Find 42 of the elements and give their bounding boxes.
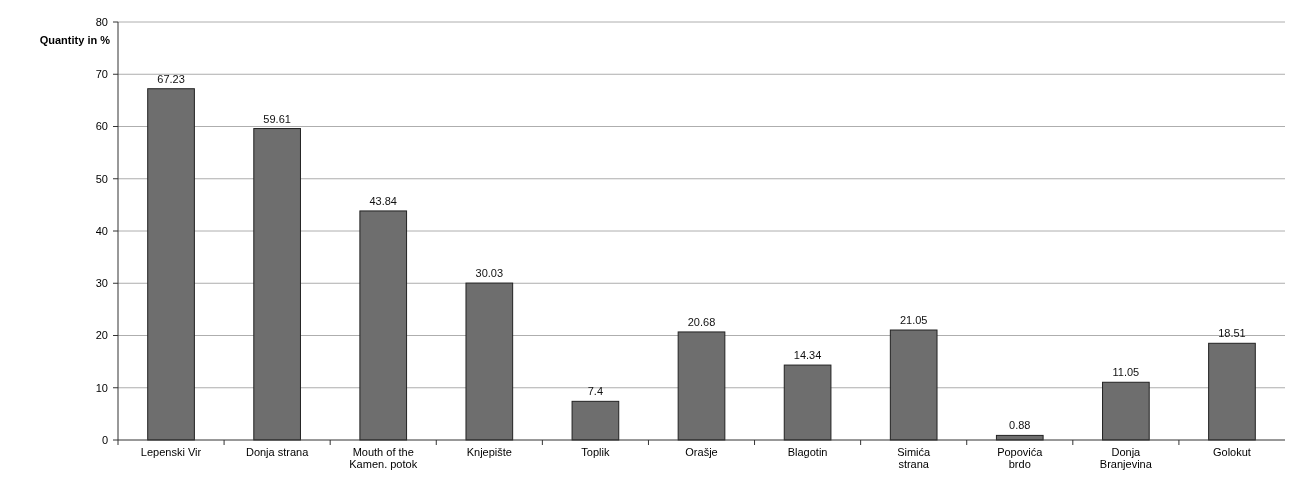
y-tick-label: 0 [101,433,108,446]
bar [677,331,726,441]
y-tick-label: 60 [95,120,108,133]
bar [889,329,938,441]
data-label: 21.05 [899,314,928,327]
data-label: 30.03 [475,267,504,280]
y-tick-label: 80 [95,15,108,28]
x-tick-label: Mouth of the Kamen. potok [349,446,418,470]
y-tick-label: 50 [95,172,108,185]
x-tick-label: Donja strana [245,446,310,458]
x-tick-label: Orašje [685,446,718,458]
y-tick-label: 10 [95,381,108,394]
data-label: 59.61 [263,112,291,125]
data-label: 0.88 [1009,419,1031,432]
data-label: 20.68 [687,315,716,328]
x-tick-label: Toplik [581,446,610,458]
x-tick-label: Simića strana [897,446,932,470]
y-tick-label: 20 [95,329,108,342]
x-tick-label: Knjepište [466,446,512,458]
data-label: 14.34 [793,349,822,362]
data-label: 7.4 [587,385,604,398]
data-label: 43.84 [369,194,397,207]
data-label: 18.51 [1218,327,1246,340]
x-tick-label: Blagotin [787,446,828,458]
y-tick-label: 30 [95,277,108,290]
bar [783,364,832,441]
x-tick-label: Golokut [1212,446,1251,458]
bar [1208,342,1256,441]
bar [571,400,620,441]
x-tick-label: Lepenski Vir [140,446,202,458]
x-tick-label: Popovića brdo [997,446,1044,470]
y-axis-title: Quantity in % [39,34,111,46]
y-tick-label: 70 [95,68,108,81]
bar [253,128,301,441]
y-tick-label: 40 [95,224,108,237]
bar [465,282,514,441]
data-label: 11.05 [1112,366,1140,379]
bar [147,88,195,441]
x-tick-label: Donja Branjevina [1099,446,1153,470]
data-label: 67.23 [157,72,185,85]
bar [1102,381,1150,441]
bar [359,210,408,441]
